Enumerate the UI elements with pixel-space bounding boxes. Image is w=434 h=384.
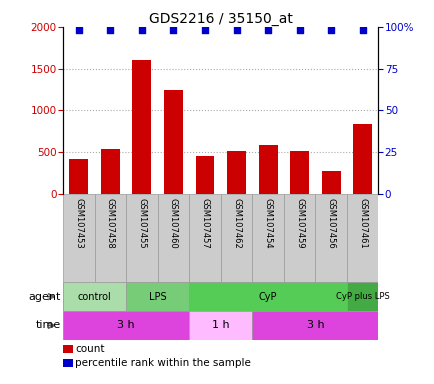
Bar	[189, 282, 346, 311]
Text: GSM107455: GSM107455	[137, 199, 146, 249]
Text: GSM107461: GSM107461	[357, 199, 366, 249]
Text: 1 h: 1 h	[211, 320, 229, 331]
Text: LPS: LPS	[148, 291, 166, 302]
Text: 3 h: 3 h	[117, 320, 135, 331]
Bar	[352, 124, 371, 194]
Bar	[63, 194, 95, 282]
Text: control: control	[78, 291, 111, 302]
Text: GSM107453: GSM107453	[74, 199, 83, 249]
Point	[75, 27, 82, 33]
Point	[201, 27, 208, 33]
Bar	[220, 194, 252, 282]
Bar	[346, 194, 378, 282]
Bar	[321, 170, 340, 194]
Bar	[101, 149, 119, 194]
Bar	[126, 194, 157, 282]
Text: CyP: CyP	[258, 291, 277, 302]
Text: CyP plus LPS: CyP plus LPS	[335, 292, 389, 301]
Point	[138, 27, 145, 33]
Bar	[189, 311, 252, 340]
Text: GSM107457: GSM107457	[200, 199, 209, 249]
Text: 3 h: 3 h	[306, 320, 323, 331]
Point	[107, 27, 114, 33]
Text: GSM107456: GSM107456	[326, 199, 335, 249]
Point	[296, 27, 302, 33]
Bar	[132, 60, 151, 194]
Text: GSM107454: GSM107454	[263, 199, 272, 249]
Text: percentile rank within the sample: percentile rank within the sample	[75, 358, 250, 368]
Point	[264, 27, 271, 33]
Bar	[126, 282, 189, 311]
Text: GSM107459: GSM107459	[294, 199, 303, 249]
Bar	[95, 194, 126, 282]
Bar	[252, 194, 283, 282]
Bar	[63, 311, 189, 340]
Text: GSM107462: GSM107462	[231, 199, 240, 249]
Point	[327, 27, 334, 33]
Bar	[315, 194, 346, 282]
Text: time: time	[36, 320, 61, 331]
Bar	[346, 282, 378, 311]
Bar	[195, 156, 214, 194]
Bar	[283, 194, 315, 282]
Title: GDS2216 / 35150_at: GDS2216 / 35150_at	[148, 12, 292, 26]
Bar	[69, 159, 88, 194]
Bar	[164, 89, 182, 194]
Bar	[189, 194, 220, 282]
Point	[170, 27, 177, 33]
Text: GSM107458: GSM107458	[105, 199, 115, 249]
Bar	[63, 282, 126, 311]
Text: GSM107460: GSM107460	[168, 199, 178, 249]
Bar	[157, 194, 189, 282]
Bar	[252, 311, 378, 340]
Bar	[227, 151, 245, 194]
Point	[233, 27, 240, 33]
Text: agent: agent	[29, 291, 61, 302]
Text: count: count	[75, 344, 105, 354]
Bar	[258, 146, 277, 194]
Bar	[289, 151, 308, 194]
Point	[358, 27, 365, 33]
